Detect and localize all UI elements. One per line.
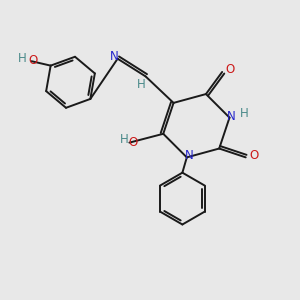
Text: H: H bbox=[137, 78, 146, 91]
Text: H: H bbox=[18, 52, 26, 65]
Text: H: H bbox=[120, 133, 128, 146]
Text: O: O bbox=[128, 136, 137, 149]
Text: N: N bbox=[185, 149, 194, 162]
Text: N: N bbox=[110, 50, 119, 63]
Text: O: O bbox=[249, 149, 259, 162]
Text: O: O bbox=[28, 54, 38, 67]
Text: O: O bbox=[226, 62, 235, 76]
Text: H: H bbox=[240, 107, 249, 120]
Text: N: N bbox=[226, 110, 235, 123]
